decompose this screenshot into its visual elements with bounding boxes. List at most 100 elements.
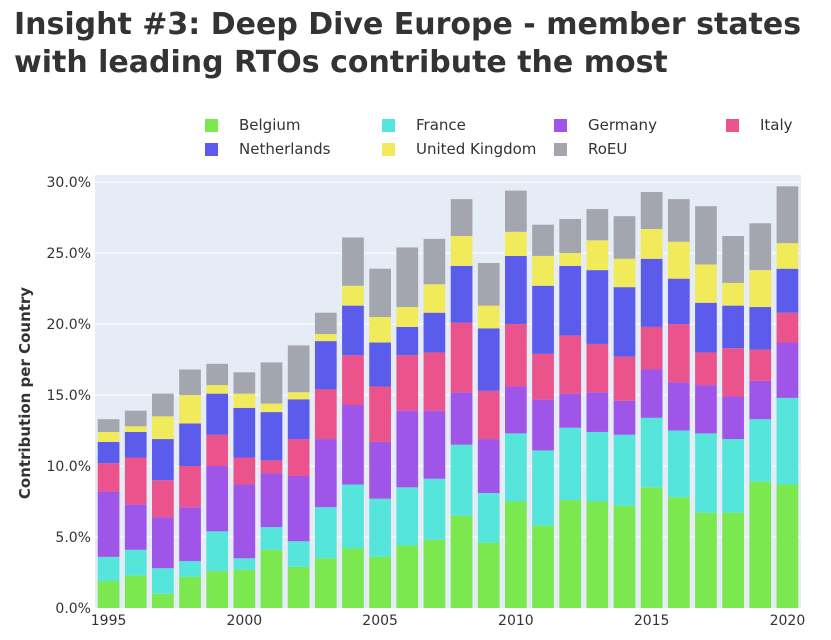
bar-segment-germany-2011[interactable] — [532, 399, 554, 451]
bar-segment-france-2000[interactable] — [233, 558, 256, 570]
bar-segment-belgium-2000[interactable] — [233, 569, 256, 608]
bar-segment-roeu-2016[interactable] — [667, 199, 690, 242]
bar-segment-united-kingdom-2013[interactable] — [586, 240, 609, 271]
bar-segment-france-2008[interactable] — [450, 444, 473, 516]
bar-segment-italy-2010[interactable] — [505, 324, 527, 387]
bar-segment-germany-2001[interactable] — [260, 473, 283, 528]
bar-segment-netherlands-2015[interactable] — [640, 258, 663, 327]
bar-segment-roeu-2015[interactable] — [640, 192, 663, 229]
bar-segment-netherlands-2005[interactable] — [369, 342, 391, 387]
bar-segment-belgium-2010[interactable] — [505, 501, 527, 608]
bar-segment-belgium-2004[interactable] — [342, 548, 364, 608]
bar-segment-italy-1995[interactable] — [97, 463, 120, 492]
bar-segment-italy-1997[interactable] — [152, 480, 174, 518]
bar-segment-belgium-2018[interactable] — [722, 512, 744, 608]
bar-segment-france-2010[interactable] — [505, 433, 527, 502]
bar-segment-italy-2012[interactable] — [559, 335, 582, 394]
bar-segment-netherlands-2019[interactable] — [749, 307, 772, 350]
bar-segment-roeu-2019[interactable] — [749, 223, 772, 271]
bar-segment-netherlands-1998[interactable] — [179, 423, 201, 467]
bar-segment-italy-1998[interactable] — [179, 466, 201, 508]
bar-segment-france-1996[interactable] — [124, 549, 147, 576]
bar-segment-netherlands-2012[interactable] — [559, 265, 582, 336]
bar-segment-roeu-2005[interactable] — [369, 268, 391, 317]
bar-segment-italy-1999[interactable] — [206, 434, 229, 467]
bar-segment-germany-2019[interactable] — [749, 380, 772, 420]
bar-segment-roeu-2008[interactable] — [450, 199, 473, 237]
bar-segment-netherlands-1997[interactable] — [152, 439, 174, 481]
bar-segment-netherlands-1999[interactable] — [206, 393, 229, 435]
bar-segment-germany-2005[interactable] — [369, 441, 391, 499]
bar-segment-roeu-2001[interactable] — [260, 362, 283, 404]
bar-segment-germany-2002[interactable] — [287, 475, 310, 542]
bar-segment-france-2012[interactable] — [559, 427, 582, 501]
bar-segment-belgium-1997[interactable] — [152, 593, 174, 608]
bar-segment-netherlands-2009[interactable] — [477, 328, 500, 391]
bar-segment-france-1995[interactable] — [97, 556, 120, 582]
bar-segment-netherlands-2014[interactable] — [613, 287, 636, 357]
bar-segment-netherlands-2004[interactable] — [342, 305, 364, 356]
bar-segment-belgium-2002[interactable] — [287, 566, 310, 608]
bar-segment-belgium-2014[interactable] — [613, 505, 636, 608]
bar-segment-france-2015[interactable] — [640, 417, 663, 488]
bar-segment-united-kingdom-1995[interactable] — [97, 431, 120, 442]
bar-segment-italy-2019[interactable] — [749, 349, 772, 381]
bar-segment-germany-1997[interactable] — [152, 517, 174, 569]
bar-segment-united-kingdom-2001[interactable] — [260, 403, 283, 413]
legend-item-germany[interactable]: Germany — [554, 113, 657, 137]
bar-segment-roeu-2020[interactable] — [776, 186, 799, 244]
bar-segment-france-1997[interactable] — [152, 568, 174, 594]
bar-segment-netherlands-1996[interactable] — [124, 431, 147, 458]
bar-segment-united-kingdom-2016[interactable] — [667, 241, 690, 279]
bar-segment-roeu-2007[interactable] — [423, 238, 446, 285]
bar-segment-italy-2011[interactable] — [532, 353, 554, 400]
bar-segment-germany-2017[interactable] — [695, 385, 717, 434]
bar-segment-roeu-1999[interactable] — [206, 363, 229, 386]
bar-segment-united-kingdom-1997[interactable] — [152, 416, 174, 440]
bar-segment-france-2005[interactable] — [369, 498, 391, 557]
bar-segment-france-2001[interactable] — [260, 527, 283, 550]
bar-segment-netherlands-2016[interactable] — [667, 278, 690, 325]
bar-segment-belgium-2019[interactable] — [749, 481, 772, 608]
bar-segment-belgium-2020[interactable] — [776, 484, 799, 608]
bar-segment-netherlands-1995[interactable] — [97, 441, 120, 464]
bar-segment-netherlands-2013[interactable] — [586, 270, 609, 344]
bar-segment-united-kingdom-2011[interactable] — [532, 255, 554, 286]
bar-segment-netherlands-2003[interactable] — [314, 341, 337, 390]
bar-segment-france-1998[interactable] — [179, 561, 201, 577]
bar-segment-france-2014[interactable] — [613, 434, 636, 506]
bar-segment-roeu-2014[interactable] — [613, 216, 636, 259]
bar-segment-italy-1996[interactable] — [124, 457, 147, 505]
bar-segment-roeu-2018[interactable] — [722, 236, 744, 283]
bar-segment-italy-2014[interactable] — [613, 356, 636, 401]
bar-segment-belgium-2016[interactable] — [667, 497, 690, 608]
bar-segment-united-kingdom-2010[interactable] — [505, 231, 527, 256]
bar-segment-france-2003[interactable] — [314, 507, 337, 559]
bar-segment-united-kingdom-2018[interactable] — [722, 282, 744, 306]
bar-segment-belgium-2006[interactable] — [396, 545, 419, 608]
bar-segment-belgium-2007[interactable] — [423, 539, 446, 608]
bar-segment-roeu-2012[interactable] — [559, 219, 582, 254]
legend-item-roeu[interactable]: RoEU — [554, 137, 627, 161]
bar-segment-france-2020[interactable] — [776, 397, 799, 485]
bar-segment-united-kingdom-2006[interactable] — [396, 307, 419, 327]
legend-item-belgium[interactable]: Belgium — [205, 113, 301, 137]
bar-segment-roeu-2010[interactable] — [505, 190, 527, 232]
bar-segment-germany-2020[interactable] — [776, 342, 799, 398]
bar-segment-france-2018[interactable] — [722, 439, 744, 513]
bar-segment-germany-2000[interactable] — [233, 484, 256, 559]
bar-segment-united-kingdom-2002[interactable] — [287, 392, 310, 400]
bar-segment-roeu-2000[interactable] — [233, 372, 256, 394]
bar-segment-united-kingdom-2014[interactable] — [613, 258, 636, 288]
bar-segment-germany-2015[interactable] — [640, 369, 663, 418]
bar-segment-belgium-2012[interactable] — [559, 500, 582, 608]
bar-segment-roeu-2002[interactable] — [287, 345, 310, 393]
bar-segment-roeu-2004[interactable] — [342, 237, 364, 286]
bar-segment-roeu-2011[interactable] — [532, 224, 554, 256]
bar-segment-netherlands-2020[interactable] — [776, 268, 799, 313]
bar-segment-italy-2002[interactable] — [287, 439, 310, 476]
bar-segment-netherlands-2007[interactable] — [423, 312, 446, 353]
bar-segment-netherlands-2006[interactable] — [396, 326, 419, 356]
bar-segment-france-2013[interactable] — [586, 431, 609, 502]
bar-segment-italy-2007[interactable] — [423, 352, 446, 411]
